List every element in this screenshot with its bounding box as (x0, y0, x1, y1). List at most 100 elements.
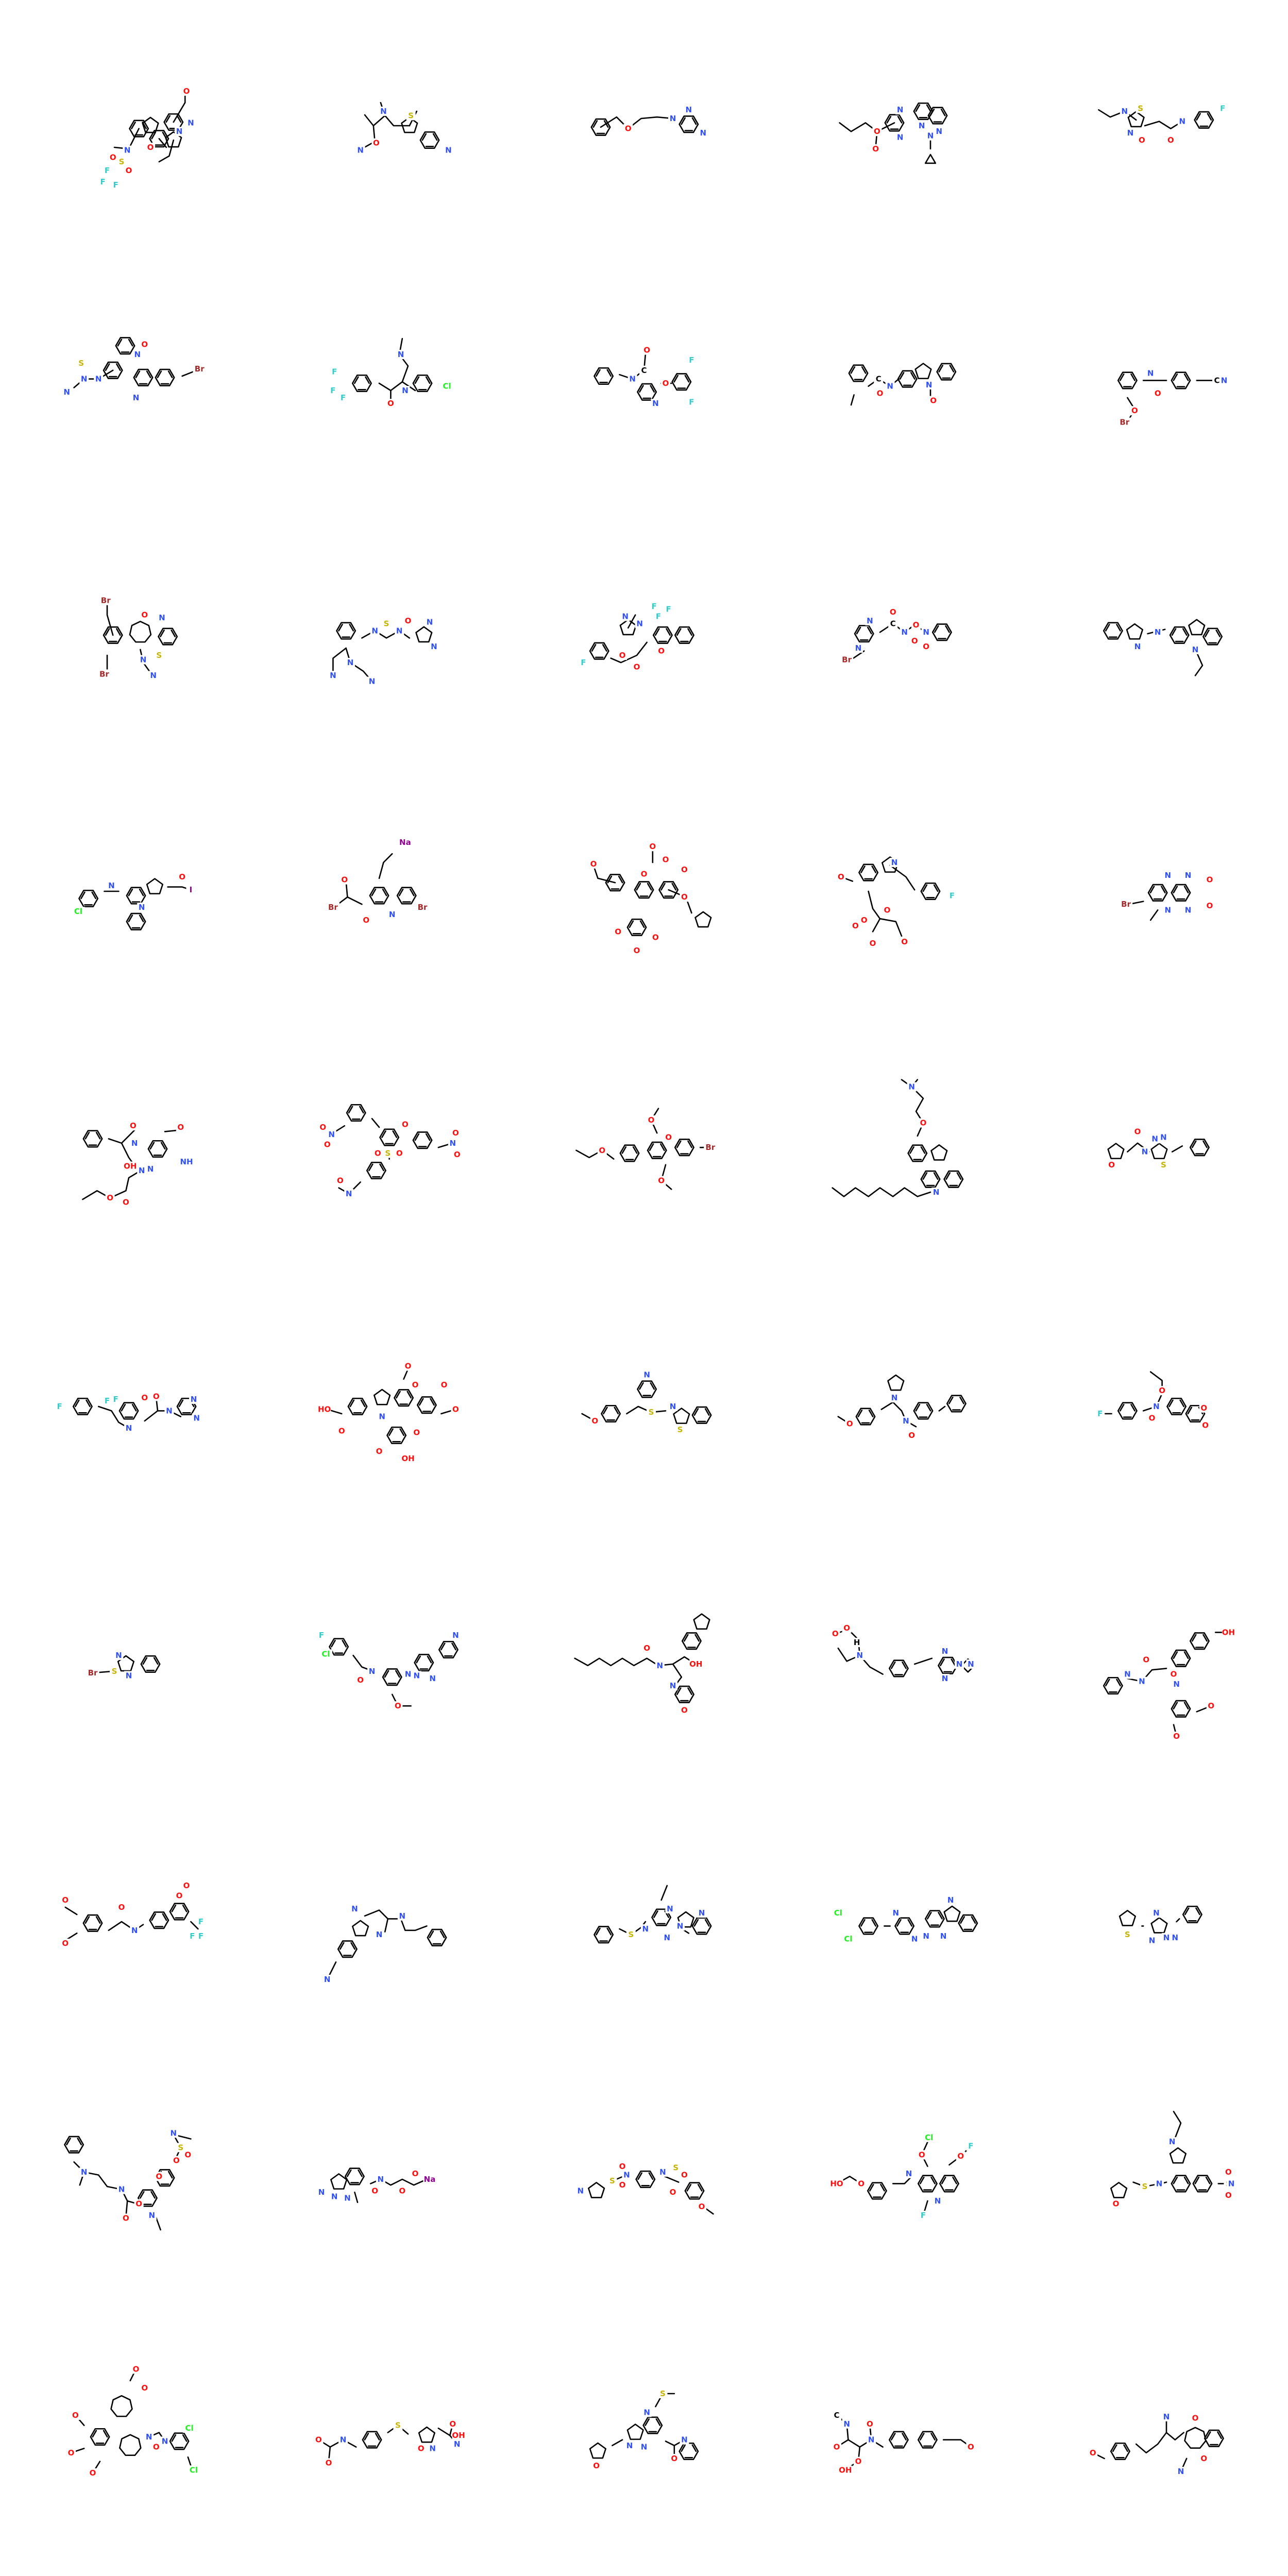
atom-label-background (635, 619, 645, 629)
double-bond (77, 2138, 82, 2146)
atom-label: C (890, 619, 896, 628)
ring-bond (642, 2416, 663, 2434)
atom-label-background (400, 1120, 410, 1129)
atom-label-background (680, 2435, 689, 2445)
double-bond (1183, 373, 1189, 381)
atom-label: O (877, 389, 884, 398)
atom-label-background (632, 662, 641, 672)
atom-label-background (423, 2175, 436, 2184)
double-bond (919, 2176, 925, 2184)
double-bond (650, 1382, 655, 1390)
double-bond (899, 372, 905, 380)
ring-bond (347, 1397, 368, 1416)
atom-label-background (1169, 1669, 1178, 1679)
ring-bond (117, 1655, 135, 1672)
ring-bond (647, 1141, 667, 1159)
double-bond (1112, 2444, 1117, 2452)
atom-label-background (370, 2186, 380, 2196)
molecule-cell: F Cl O N N O N N N (258, 1546, 515, 1803)
chain-bond (345, 647, 373, 682)
atom-label-background (114, 1651, 124, 1660)
atom-label-background (328, 671, 338, 681)
atom-label: O (1225, 2167, 1232, 2177)
atom-label-background (317, 2188, 326, 2197)
double-bond (368, 1163, 374, 1172)
double-bond (1173, 1702, 1178, 1710)
ring-bond (126, 887, 146, 905)
atom-label: O (1200, 2454, 1207, 2463)
ring-bond (1169, 626, 1190, 644)
ring-bond (674, 1685, 694, 1703)
atom-label-background (831, 1629, 840, 1639)
atom-label: N (378, 2175, 384, 2184)
atom-label-background (448, 2419, 457, 2429)
double-bond (425, 1133, 431, 1141)
double-bond (951, 1658, 956, 1667)
double-bond (360, 1399, 366, 1408)
ring-bond (103, 626, 123, 644)
atom-label-background (625, 2441, 634, 2450)
ring-bond (118, 1402, 139, 1420)
double-bond (171, 1904, 177, 1912)
atom-label: O (663, 855, 669, 864)
atom-label-background (168, 2128, 178, 2138)
ring-bond (155, 368, 175, 386)
atom-label: O (634, 662, 640, 671)
atom-label-background (79, 2167, 89, 2177)
atom-label-background (111, 1395, 121, 1404)
atom-label-background (639, 365, 649, 375)
atom-label-background (340, 875, 349, 885)
double-bond (860, 1919, 866, 1927)
chain-bond (879, 918, 903, 937)
ring-bond (626, 918, 647, 937)
ring-bond (351, 1920, 369, 1937)
ring-bond (1185, 1404, 1206, 1423)
atom-label: N (664, 1933, 671, 1942)
ring-bond (1189, 1139, 1210, 1157)
double-bond (933, 884, 939, 892)
molecule-cell: OSNNSOON (1030, 2061, 1288, 2318)
atom-label: OH (1222, 1628, 1235, 1637)
ring-bond (930, 1144, 948, 1161)
ring-bond (1150, 1143, 1168, 1159)
atom-label-background (1147, 1936, 1157, 1945)
atom-label: N (429, 2444, 436, 2453)
atom-label-background (658, 2389, 668, 2398)
atom-label-background (330, 2192, 340, 2201)
atom-label-background (382, 619, 391, 629)
ring-bond (651, 1908, 672, 1926)
double-bond (697, 2183, 703, 2192)
chain-bond (378, 853, 393, 879)
double-bond (922, 884, 928, 892)
double-bond (365, 376, 370, 384)
atom-label: N (124, 146, 131, 155)
ring-bond (427, 1928, 447, 1946)
atom-label: S (112, 1667, 117, 1676)
double-bond (451, 1642, 456, 1651)
chain-bond (332, 647, 347, 675)
ring-bond (887, 1374, 905, 1391)
molecule-structure: N O C O N F F (594, 345, 697, 409)
ring-bond (943, 1170, 964, 1188)
chain-bond (173, 92, 186, 123)
double-bond (162, 1913, 167, 1921)
atom-label: N (1139, 1677, 1145, 1686)
chain-bond (83, 2171, 139, 2205)
atom-label-background (107, 880, 116, 890)
double-bond (128, 338, 133, 347)
atom-label-background (839, 2465, 852, 2475)
double-bond (416, 1655, 421, 1664)
double-bond (673, 375, 679, 383)
atom-label-background (55, 1402, 64, 1411)
atom-label: O (452, 1405, 459, 1414)
atom-label: O (376, 1447, 383, 1456)
double-bond (74, 1399, 80, 1408)
atom-label: Br (418, 903, 428, 912)
atom-label: N (891, 1393, 898, 1402)
atom-label: N (414, 1671, 420, 1680)
